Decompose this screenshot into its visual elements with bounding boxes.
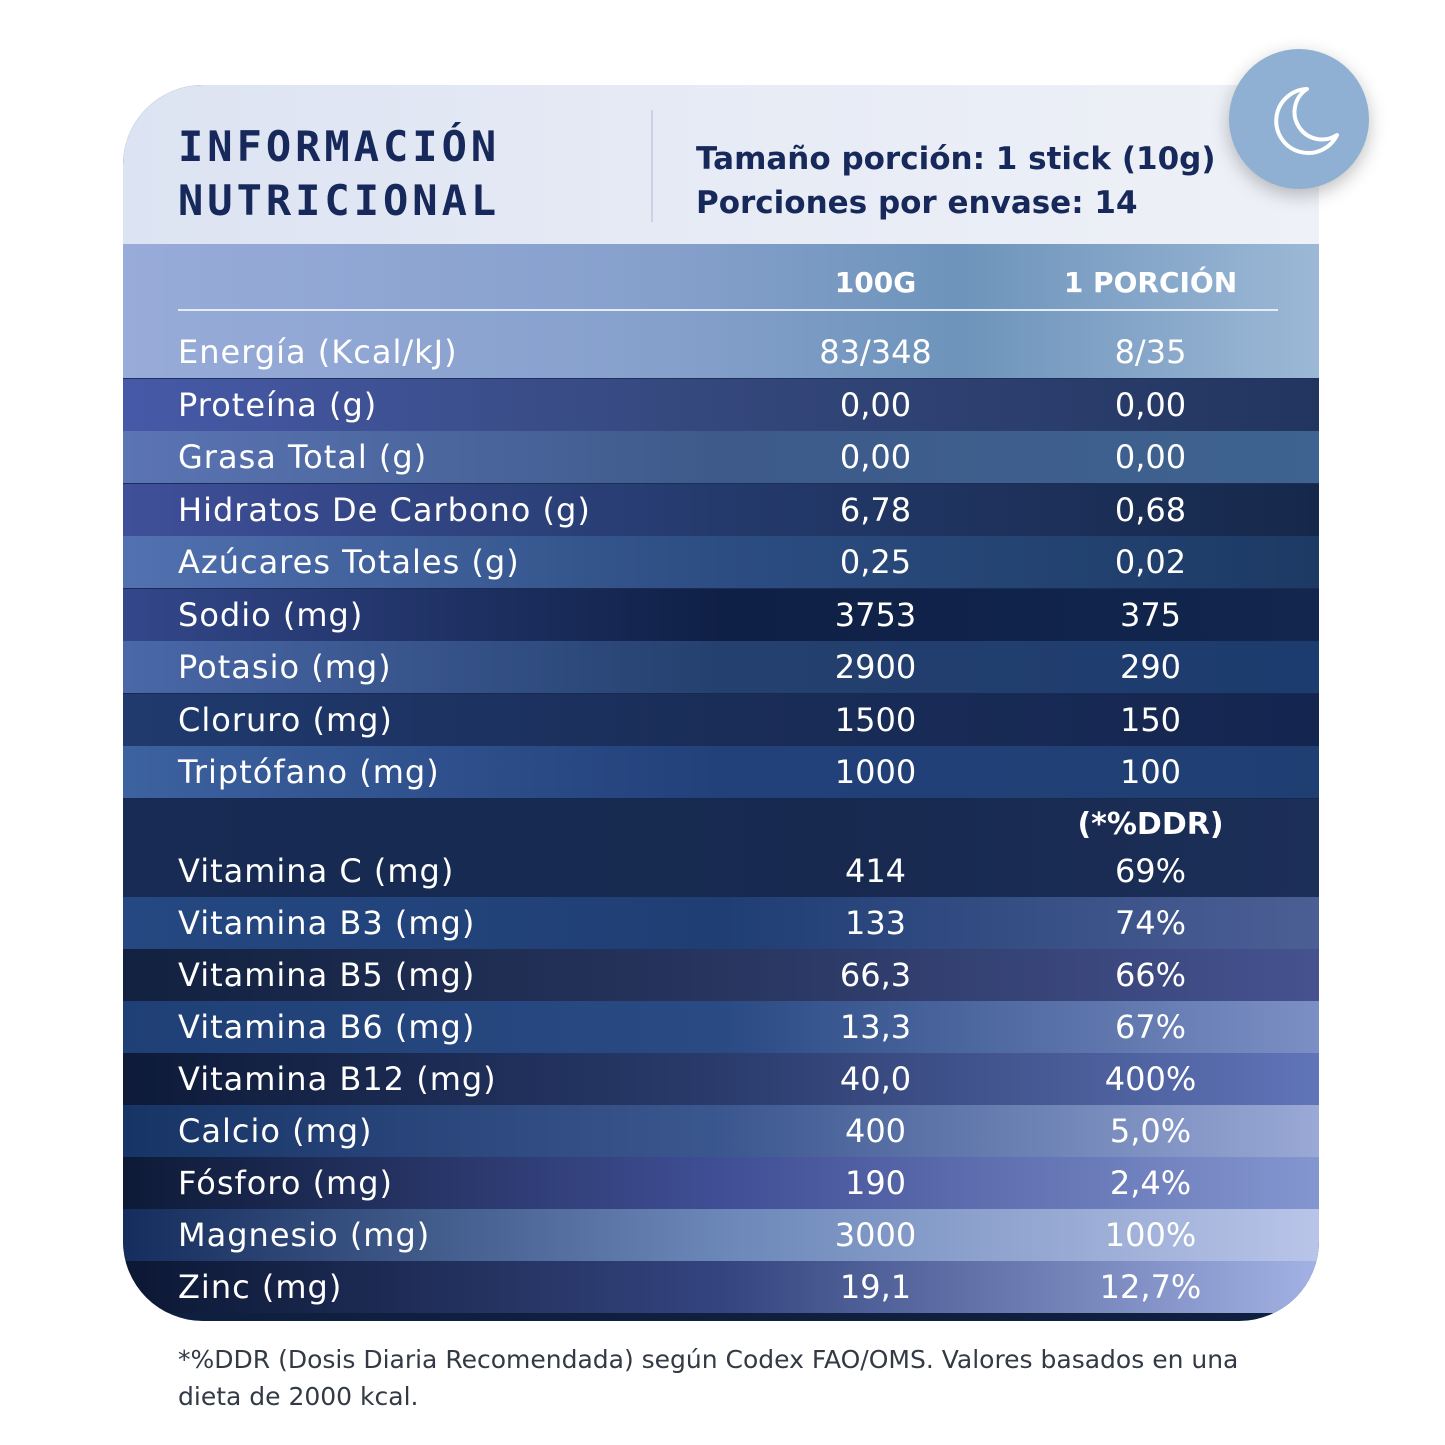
title-line-2: Nutricional [178,176,501,225]
value-100g: 414 [844,851,907,890]
value-100g: 40,0 [839,1059,912,1098]
ddr-label: (*%DDR) [1077,806,1224,842]
moon-badge [1229,49,1369,189]
value-100g: 133 [844,903,907,942]
card-header: Información Nutricional Tamaño porción: … [123,85,1319,244]
nutrition-table: 100G 1 PORCIÓN Energía (Kcal/kJ) 83/348 8/… [123,244,1319,1321]
value-100g: 1500 [834,700,917,739]
value-ddr: 5,0% [1109,1111,1192,1150]
value-ddr: 74% [1114,903,1187,942]
table-row: Sodio (mg) 3753 375 [123,588,1319,641]
table-row: Azúcares Totales (g) 0,25 0,02 [123,536,1319,588]
nutrient-label: Vitamina B6 (mg) [178,1007,476,1046]
moon-icon [1274,87,1339,155]
title-line-1: Información [178,122,501,171]
table-row: Vitamina B5 (mg) 66,3 66% [123,948,1319,1001]
nutrition-card: Información Nutricional Tamaño porción: … [123,85,1319,1321]
nutrient-label: Zinc (mg) [178,1267,343,1306]
value-100g: 3000 [834,1215,917,1254]
value-100g: 190 [844,1163,907,1202]
value-100g: 0,00 [839,385,912,424]
value-portion: 0,68 [1114,490,1187,529]
ddr-header-row: (*%DDR) [123,798,1319,845]
serving-size: Tamaño porción: 1 stick (10g) [696,141,1216,177]
header-divider [651,110,653,222]
value-ddr: 66% [1114,955,1187,994]
table-row: Magnesio (mg) 3000 100% [123,1208,1319,1261]
table-row: Proteína (g) 0,00 0,00 [123,378,1319,431]
value-portion: 375 [1119,595,1182,634]
value-portion: 150 [1119,700,1182,739]
value-100g: 400 [844,1111,907,1150]
value-portion: 8/35 [1114,333,1187,371]
table-row: Potasio (mg) 2900 290 [123,641,1319,693]
value-100g: 0,00 [839,438,912,476]
nutrient-label: Triptófano (mg) [178,753,440,791]
value-100g: 3753 [834,595,917,634]
value-portion: 0,00 [1114,385,1187,424]
page-title: Información Nutricional [178,120,500,228]
nutrient-label: Vitamina B12 (mg) [178,1059,497,1098]
nutrient-label: Azúcares Totales (g) [178,543,520,581]
table-row: Vitamina B6 (mg) 13,3 67% [123,1000,1319,1053]
value-100g: 83/348 [819,333,932,371]
nutrient-label: Vitamina B5 (mg) [178,955,476,994]
table-row: Energía (Kcal/kJ) 83/348 8/35 [123,326,1319,378]
value-100g: 2900 [834,648,917,686]
value-ddr: 100% [1104,1215,1197,1254]
value-100g: 66,3 [839,955,912,994]
table-row: Vitamina B3 (mg) 133 74% [123,896,1319,949]
value-portion: 290 [1119,648,1182,686]
footnote: *%DDR (Dosis Diaria Recomendada) según C… [178,1345,1239,1411]
value-ddr: 2,4% [1109,1163,1192,1202]
value-portion: 100 [1119,753,1182,791]
nutrient-label: Calcio (mg) [178,1111,373,1150]
value-100g: 13,3 [839,1007,912,1046]
table-row: Vitamina C (mg) 414 69% [123,844,1319,897]
value-ddr: 69% [1114,851,1187,890]
table-row: Fósforo (mg) 190 2,4% [123,1156,1319,1209]
table-row: Calcio (mg) 400 5,0% [123,1104,1319,1157]
value-ddr: 67% [1114,1007,1187,1046]
nutrient-label: Proteína (g) [178,385,378,424]
value-ddr: 12,7% [1099,1267,1202,1306]
nutrient-label: Sodio (mg) [178,595,364,634]
nutrient-label: Fósforo (mg) [178,1163,394,1202]
servings-per-container: Porciones por envase: 14 [696,185,1138,221]
table-row: Grasa Total (g) 0,00 0,00 [123,431,1319,483]
column-header-100g: 100G [834,266,917,299]
table-header-band: 100G 1 PORCIÓN [123,244,1319,378]
value-100g: 1000 [834,753,917,791]
nutrient-label: Cloruro (mg) [178,700,393,739]
value-100g: 6,78 [839,490,912,529]
nutrient-label: Vitamina C (mg) [178,851,455,890]
value-100g: 19,1 [839,1267,912,1306]
value-ddr: 400% [1104,1059,1197,1098]
value-portion: 0,00 [1114,438,1187,476]
table-row: Triptófano (mg) 1000 100 [123,746,1319,798]
nutrient-label: Potasio (mg) [178,648,392,686]
serving-info: Tamaño porción: 1 stick (10g) Porciones … [696,137,1216,225]
nutrient-label: Magnesio (mg) [178,1215,431,1254]
table-row: Vitamina B12 (mg) 40,0 400% [123,1052,1319,1105]
table-row: Zinc (mg) 19,1 12,7% [123,1260,1319,1313]
nutrient-label: Grasa Total (g) [178,438,428,476]
header-rule [178,309,1278,311]
nutrient-label: Hidratos De Carbono (g) [178,490,591,529]
value-portion: 0,02 [1114,543,1187,581]
nutrient-label: Vitamina B3 (mg) [178,903,476,942]
value-100g: 0,25 [839,543,912,581]
column-header-portion: 1 PORCIÓN [1063,266,1238,299]
table-row: Hidratos De Carbono (g) 6,78 0,68 [123,483,1319,536]
nutrient-label: Energía (Kcal/kJ) [178,333,458,371]
table-row: Cloruro (mg) 1500 150 [123,693,1319,746]
